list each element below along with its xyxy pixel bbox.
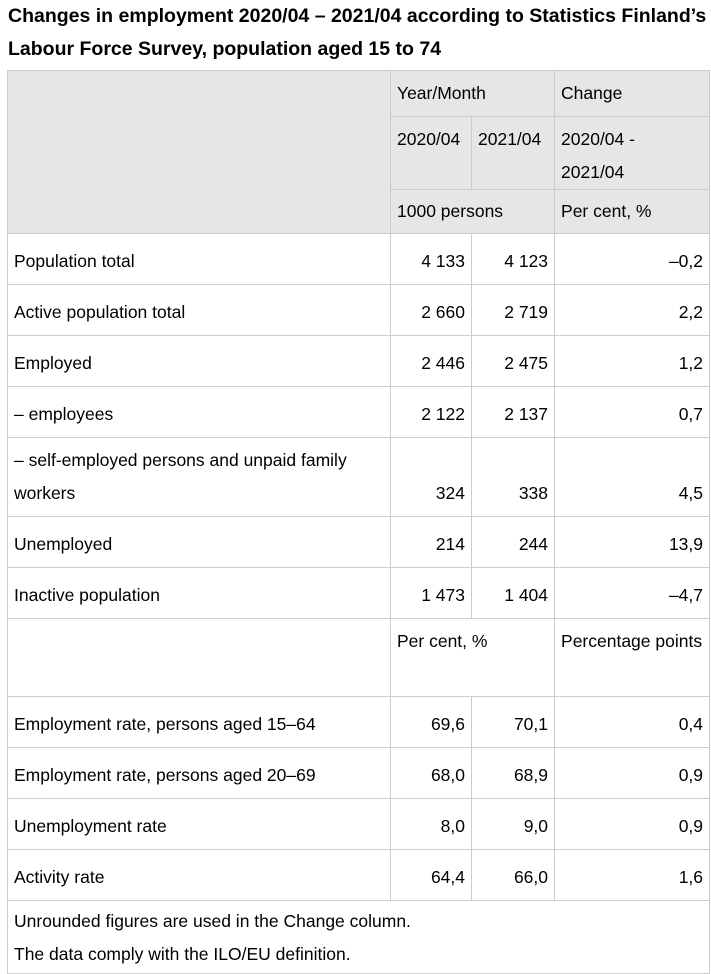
row-label: Employment rate, persons aged 20–69: [7, 747, 391, 799]
row-value-change: 13,9: [554, 516, 711, 568]
row-value-change: 0,4: [554, 696, 711, 748]
footnote-unrounded: Unrounded figures are used in the Change…: [14, 911, 411, 931]
row-value-2021: 4 123: [470, 233, 556, 285]
row-value-change: 4,5: [554, 437, 711, 517]
row-label: Unemployed: [7, 516, 391, 568]
row-value-change: 0,9: [554, 798, 711, 850]
row-label: Inactive population: [7, 567, 391, 619]
row-value-2020: 64,4: [390, 849, 472, 901]
table-row: Active population total 2 660 2 719 2,2: [7, 284, 711, 336]
row-value-2020: 2 446: [390, 335, 472, 387]
table-row: Unemployment rate 8,0 9,0 0,9: [7, 798, 711, 850]
row-value-2020: 1 473: [390, 567, 472, 619]
row-value-2020: 2 660: [390, 284, 472, 336]
row-value-2021: 2 475: [470, 335, 556, 387]
subheader-percentage-points: Percentage points: [554, 618, 711, 697]
row-value-2020: 8,0: [390, 798, 472, 850]
row-value-change: 1,6: [554, 849, 711, 901]
row-value-2020: 69,6: [390, 696, 472, 748]
row-label: Employed: [7, 335, 391, 387]
row-value-change: 0,9: [554, 747, 711, 799]
row-value-2021: 2 719: [470, 284, 556, 336]
row-value-2020: 68,0: [390, 747, 472, 799]
row-value-change: 2,2: [554, 284, 711, 336]
header-col-2021: 2021/04: [470, 116, 556, 190]
table-row: Unemployed 214 244 13,9: [7, 516, 711, 568]
header-unit-persons: 1000 persons: [389, 189, 556, 234]
row-value-2021: 9,0: [470, 798, 556, 850]
row-label: Population total: [7, 233, 391, 285]
header-unit-percent: Per cent, %: [554, 189, 711, 234]
row-value-2021: 2 137: [470, 386, 556, 438]
row-value-2021: 68,9: [470, 747, 556, 799]
row-label: – self-employed persons and unpaid famil…: [7, 437, 391, 517]
header-corner-cell: [7, 70, 391, 234]
footnote-ilo-eu: The data comply with the ILO/EU definiti…: [14, 944, 351, 964]
table-row: Employment rate, persons aged 20–69 68,0…: [7, 747, 711, 799]
row-value-2021: 70,1: [470, 696, 556, 748]
footnotes: Unrounded figures are used in the Change…: [6, 900, 711, 974]
row-value-2020: 4 133: [390, 233, 472, 285]
row-label: Active population total: [7, 284, 391, 336]
table-row: Employed 2 446 2 475 1,2: [7, 335, 711, 387]
subheader-per-cent: Per cent, %: [389, 618, 556, 697]
table-row: Activity rate 64,4 66,0 1,6: [7, 849, 711, 901]
table-row: – self-employed persons and unpaid famil…: [7, 437, 711, 517]
row-label: Activity rate: [7, 849, 391, 901]
row-value-2020: 214: [390, 516, 472, 568]
header-year-month: Year/Month: [389, 70, 556, 117]
row-value-change: 0,7: [554, 386, 711, 438]
row-value-2021: 338: [470, 437, 556, 517]
table-row: – employees 2 122 2 137 0,7: [7, 386, 711, 438]
row-label: Employment rate, persons aged 15–64: [7, 696, 391, 748]
row-value-change: 1,2: [554, 335, 711, 387]
row-value-change: –4,7: [554, 567, 711, 619]
row-value-2021: 66,0: [470, 849, 556, 901]
row-value-2020: 2 122: [390, 386, 472, 438]
row-label: – employees: [7, 386, 391, 438]
table-row: Population total 4 133 4 123 –0,2: [7, 233, 711, 285]
table-row: Inactive population 1 473 1 404 –4,7: [7, 567, 711, 619]
subheader-empty-cell: [7, 618, 391, 697]
row-value-change: –0,2: [554, 233, 711, 285]
employment-table: Year/Month Change 2020/04 2021/04 2020/0…: [6, 70, 711, 974]
footnote-row: Unrounded figures are used in the Change…: [6, 900, 711, 974]
page-title: Changes in employment 2020/04 – 2021/04 …: [8, 5, 707, 60]
table-row: Employment rate, persons aged 15–64 69,6…: [7, 696, 711, 748]
row-value-2020: 324: [390, 437, 472, 517]
header-change: Change: [554, 70, 711, 117]
subheader-row: Per cent, % Percentage points: [7, 618, 711, 697]
row-label: Unemployment rate: [7, 798, 391, 850]
header-col-change: 2020/04 - 2021/04: [554, 116, 711, 190]
row-value-2021: 1 404: [470, 567, 556, 619]
header-col-2020: 2020/04: [390, 116, 472, 190]
row-value-2021: 244: [470, 516, 556, 568]
